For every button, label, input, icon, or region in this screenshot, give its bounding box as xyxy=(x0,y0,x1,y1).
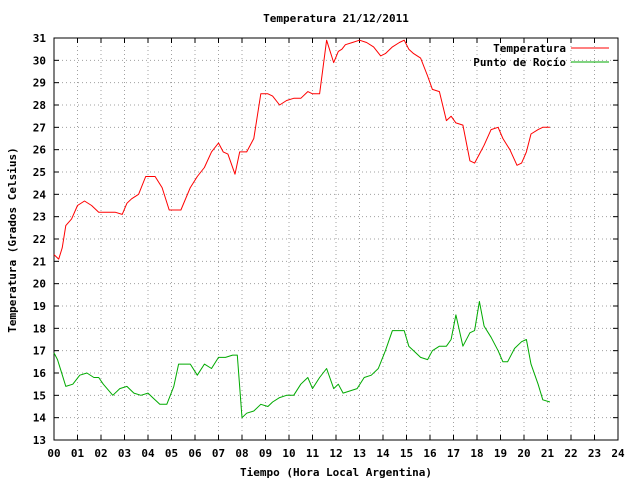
y-tick-label: 25 xyxy=(33,166,46,179)
x-tick-label: 19 xyxy=(494,447,507,460)
x-tick-label: 00 xyxy=(47,447,60,460)
y-tick-label: 16 xyxy=(33,367,47,380)
y-tick-label: 19 xyxy=(33,300,46,313)
x-tick-label: 13 xyxy=(353,447,366,460)
x-tick-label: 09 xyxy=(259,447,272,460)
x-tick-label: 10 xyxy=(282,447,295,460)
y-tick-label: 18 xyxy=(33,322,46,335)
y-tick-label: 17 xyxy=(33,345,46,358)
y-tick-label: 14 xyxy=(33,412,47,425)
x-axis-label: Tiempo (Hora Local Argentina) xyxy=(240,466,432,479)
x-tick-label: 14 xyxy=(376,447,390,460)
y-tick-label: 20 xyxy=(33,278,46,291)
x-tick-label: 05 xyxy=(165,447,178,460)
y-tick-label: 28 xyxy=(33,99,46,112)
legend-label-temperatura: Temperatura xyxy=(493,42,566,55)
y-tick-label: 27 xyxy=(33,121,46,134)
x-tick-label: 12 xyxy=(329,447,342,460)
x-tick-label: 15 xyxy=(400,447,413,460)
x-tick-label: 21 xyxy=(541,447,555,460)
series-line-temperatura xyxy=(53,39,550,260)
x-tick-label: 06 xyxy=(188,447,202,460)
y-tick-label: 21 xyxy=(33,255,47,268)
y-tick-labels: 13 14 15 16 17 18 19 20 21 22 23 24 25 26 27 28 29 30 31 xyxy=(33,32,47,447)
x-tick-label: 20 xyxy=(517,447,530,460)
grid-lines xyxy=(54,38,618,440)
y-tick-label: 22 xyxy=(33,233,46,246)
x-tick-label: 17 xyxy=(447,447,460,460)
y-tick-label: 29 xyxy=(33,77,46,90)
y-tick-label: 26 xyxy=(33,144,47,157)
y-tick-label: 23 xyxy=(33,211,46,224)
y-tick-label: 15 xyxy=(33,389,46,402)
x-tick-label: 08 xyxy=(235,447,248,460)
x-tick-label: 04 xyxy=(141,447,155,460)
x-tick-label: 11 xyxy=(306,447,320,460)
legend: Temperatura Punto de Rocío xyxy=(473,42,609,69)
x-tick-label: 02 xyxy=(94,447,107,460)
y-tick-label: 24 xyxy=(33,188,47,201)
x-tick-label: 16 xyxy=(423,447,437,460)
x-tick-label: 24 xyxy=(611,447,625,460)
x-tick-labels: 00 01 02 03 04 05 06 07 08 09 10 11 12 13 14 15 16 17 18 19… xyxy=(47,447,625,460)
x-tick-label: 23 xyxy=(588,447,601,460)
y-tick-label: 31 xyxy=(33,32,47,45)
x-tick-label: 03 xyxy=(118,447,131,460)
y-tick-label: 30 xyxy=(33,54,46,67)
x-tick-label: 01 xyxy=(71,447,85,460)
series-line-punto-de-rocio xyxy=(53,301,551,419)
chart-title: Temperatura 21/12/2011 xyxy=(263,12,409,25)
x-tick-label: 18 xyxy=(470,447,483,460)
x-tick-label: 07 xyxy=(212,447,225,460)
series-lines xyxy=(53,39,551,419)
y-tick-label: 13 xyxy=(33,434,46,447)
legend-label-punto-de-rocio: Punto de Rocío xyxy=(473,56,566,69)
y-axis-label: Temperatura (Grados Celsius) xyxy=(6,147,19,332)
x-tick-label: 22 xyxy=(564,447,577,460)
